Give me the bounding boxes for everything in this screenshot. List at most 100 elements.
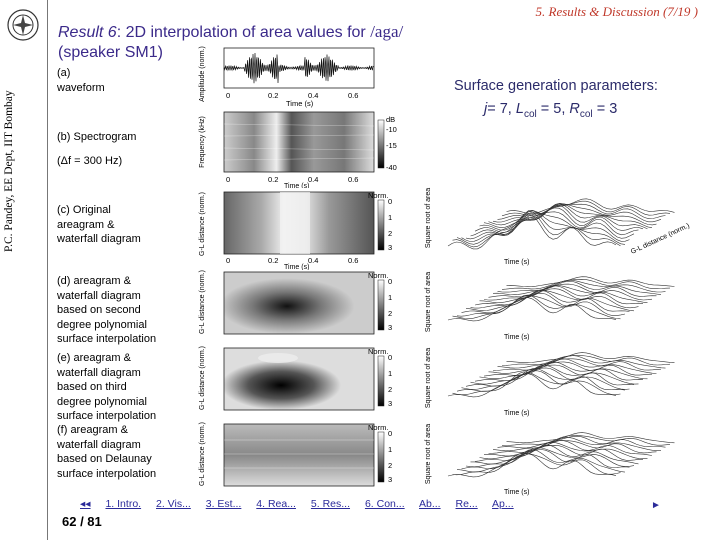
params-equation: j= 7, Lcol = 5, Rcol = 3 bbox=[484, 101, 618, 120]
svg-text:Time (s): Time (s) bbox=[504, 489, 529, 496]
waterfall-line bbox=[488, 283, 657, 298]
waterfall-line bbox=[501, 355, 671, 366]
waterfall-line bbox=[474, 207, 644, 233]
waterfall-line bbox=[483, 203, 653, 228]
waterfall-line bbox=[488, 202, 657, 226]
waterfall-line bbox=[456, 370, 626, 392]
waterfall-line bbox=[497, 279, 666, 293]
svg-text:3: 3 bbox=[388, 475, 392, 484]
nav-link[interactable]: 6. Con... bbox=[364, 498, 405, 510]
waterfall-line bbox=[501, 278, 671, 290]
waterfall-second-degree: Square root of area Time (s) bbox=[425, 272, 675, 341]
areagram-original: G-L distance (norm.) Norm. 0 1 2 3 0 0.2… bbox=[199, 191, 392, 270]
author-credit: P.C. Pandey, EE Dept, IIT Bombay bbox=[3, 90, 15, 252]
svg-text:-10: -10 bbox=[386, 125, 397, 134]
params-heading: Surface generation parameters: bbox=[454, 78, 658, 94]
svg-text:Time (s): Time (s) bbox=[504, 259, 529, 266]
nav-link[interactable]: 4. Rea... bbox=[256, 498, 296, 510]
svg-text:0: 0 bbox=[388, 197, 392, 206]
svg-text:2: 2 bbox=[388, 229, 392, 238]
waterfall-line bbox=[479, 442, 648, 460]
nav-link[interactable]: 5. Res... bbox=[310, 498, 351, 510]
waterfall-original: Square root of area Time (s) G-L distanc… bbox=[425, 188, 691, 266]
nav-link[interactable]: Re... bbox=[455, 498, 478, 510]
waterfall-line bbox=[497, 355, 666, 369]
svg-text:Norm.: Norm. bbox=[368, 423, 388, 432]
waterfall-line bbox=[483, 440, 653, 457]
svg-text:G-L distance (norm.): G-L distance (norm.) bbox=[199, 346, 206, 410]
label-a: (a) waveform bbox=[57, 67, 105, 94]
waterfall-line bbox=[474, 444, 644, 462]
svg-text:0: 0 bbox=[226, 175, 230, 184]
section-indicator: 5. Results & Discussion (7/19 ) bbox=[535, 4, 699, 19]
waterfall-line bbox=[497, 203, 666, 220]
svg-text:Square root of area: Square root of area bbox=[425, 272, 432, 332]
waterfall-line bbox=[447, 213, 617, 250]
svg-text:1: 1 bbox=[388, 293, 392, 302]
svg-text:0.4: 0.4 bbox=[308, 175, 318, 184]
waterfall-line bbox=[492, 203, 662, 223]
waterfall-line bbox=[461, 210, 630, 242]
waterfall-line bbox=[488, 440, 657, 454]
svg-text:Frequency (kHz): Frequency (kHz) bbox=[199, 116, 206, 168]
waterfall-line bbox=[506, 198, 675, 214]
waterfall-line bbox=[474, 288, 644, 306]
svg-text:2: 2 bbox=[388, 461, 392, 470]
svg-text:Time (s): Time (s) bbox=[504, 334, 529, 341]
svg-text:Time (s): Time (s) bbox=[286, 99, 314, 108]
svg-text:dB: dB bbox=[386, 115, 395, 124]
waterfall-line bbox=[474, 364, 644, 382]
svg-text:0: 0 bbox=[388, 429, 392, 438]
svg-text:0.6: 0.6 bbox=[348, 175, 358, 184]
waterfall-line bbox=[470, 365, 639, 385]
nav-link[interactable]: Ap... bbox=[492, 498, 514, 510]
svg-text:0: 0 bbox=[226, 256, 230, 265]
waterfall-line bbox=[470, 211, 639, 237]
svg-text:Time (s): Time (s) bbox=[284, 264, 309, 270]
svg-text:0.2: 0.2 bbox=[268, 256, 278, 265]
nav-link[interactable]: 1. Intro. bbox=[105, 498, 142, 510]
waterfall-third-degree: Square root of area Time (s) bbox=[425, 348, 675, 417]
waterfall-line bbox=[456, 209, 626, 245]
areagram-second-degree: G-L distance (norm.) Norm. 0 1 2 3 bbox=[199, 270, 392, 335]
waterfall-line bbox=[452, 452, 621, 476]
waterfall-line bbox=[506, 352, 675, 363]
svg-text:-15: -15 bbox=[386, 141, 397, 150]
nav-link[interactable]: 3. Est... bbox=[205, 498, 242, 510]
svg-text:0.2: 0.2 bbox=[268, 91, 278, 100]
nav-link[interactable]: Ab... bbox=[418, 498, 441, 510]
areagram-third-degree: G-L distance (norm.) Norm. 0 1 2 3 bbox=[199, 346, 392, 411]
svg-text:0.6: 0.6 bbox=[348, 256, 358, 265]
waterfall-line bbox=[501, 434, 671, 446]
label-e: (e) areagram & waterfall diagram based on … bbox=[57, 352, 157, 422]
svg-text:2: 2 bbox=[388, 309, 392, 318]
waveform-plot: Amplitude (norm.) 0 0.2 0.4 0.6 Time (s) bbox=[199, 46, 375, 108]
nav-back-button[interactable]: ◂◂ bbox=[80, 498, 91, 510]
sidebar: P.C. Pandey, EE Dept, IIT Bombay bbox=[0, 0, 48, 540]
nav-forward-button[interactable]: ► bbox=[651, 500, 661, 511]
nav-bar: ◂◂ 1. Intro. 2. Vis... 3. Est... 4. Rea.… bbox=[80, 498, 660, 510]
svg-text:Norm.: Norm. bbox=[368, 271, 388, 280]
svg-text:0: 0 bbox=[226, 91, 230, 100]
waterfall-line bbox=[461, 449, 630, 470]
slide-title: Result 6: 2D interpolation of area value… bbox=[58, 22, 404, 61]
svg-text:0: 0 bbox=[388, 353, 392, 362]
svg-text:1: 1 bbox=[388, 369, 392, 378]
waterfall-line bbox=[447, 373, 617, 398]
waterfall-line bbox=[479, 204, 648, 231]
spectrogram-plot: Frequency (kHz) dB -10 -15 -40 0 0.2 0.4… bbox=[199, 111, 397, 188]
svg-text:0.4: 0.4 bbox=[308, 91, 318, 100]
waterfall-line bbox=[465, 211, 635, 240]
waterfall-line bbox=[488, 358, 657, 374]
waterfall-line bbox=[470, 444, 639, 465]
nav-link[interactable]: 2. Vis... bbox=[156, 498, 191, 510]
waterfall-line bbox=[492, 358, 662, 372]
svg-text:0.2: 0.2 bbox=[268, 175, 278, 184]
svg-text:Square root of area: Square root of area bbox=[425, 188, 432, 248]
svg-text:Square root of area: Square root of area bbox=[425, 348, 432, 408]
waterfall-line bbox=[497, 435, 666, 449]
svg-text:Norm.: Norm. bbox=[368, 347, 388, 356]
waterfall-line bbox=[456, 295, 626, 317]
areagram-delaunay: G-L distance (norm.) Norm. 0 1 2 3 bbox=[199, 422, 392, 487]
waterfall-line bbox=[470, 290, 639, 309]
